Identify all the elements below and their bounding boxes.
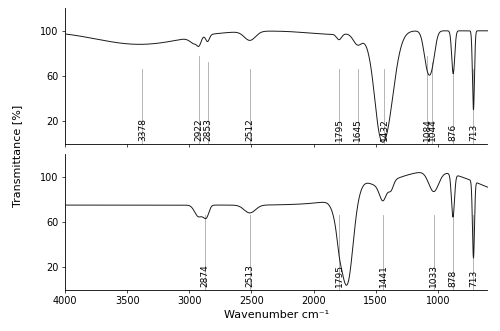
Text: Transmittance [%]: Transmittance [%] — [12, 105, 22, 207]
Text: 878: 878 — [448, 270, 458, 287]
Text: 2513: 2513 — [246, 264, 254, 287]
X-axis label: Wavenumber cm⁻¹: Wavenumber cm⁻¹ — [224, 310, 329, 320]
Text: 2922: 2922 — [194, 118, 203, 141]
Text: 2853: 2853 — [203, 118, 212, 141]
Text: 2874: 2874 — [200, 264, 209, 287]
Text: 713: 713 — [469, 270, 478, 287]
Text: 1795: 1795 — [334, 264, 344, 287]
Text: 3378: 3378 — [138, 118, 147, 141]
Text: 2512: 2512 — [246, 118, 254, 141]
Text: 1645: 1645 — [353, 118, 362, 141]
Text: 1084: 1084 — [423, 118, 432, 141]
Text: 1033: 1033 — [429, 264, 438, 287]
Text: 1795: 1795 — [334, 118, 344, 141]
Text: 713: 713 — [469, 124, 478, 141]
Text: 876: 876 — [448, 124, 458, 141]
Text: 1044: 1044 — [428, 118, 437, 141]
Text: 1432: 1432 — [380, 118, 388, 141]
Text: 1441: 1441 — [378, 264, 388, 287]
